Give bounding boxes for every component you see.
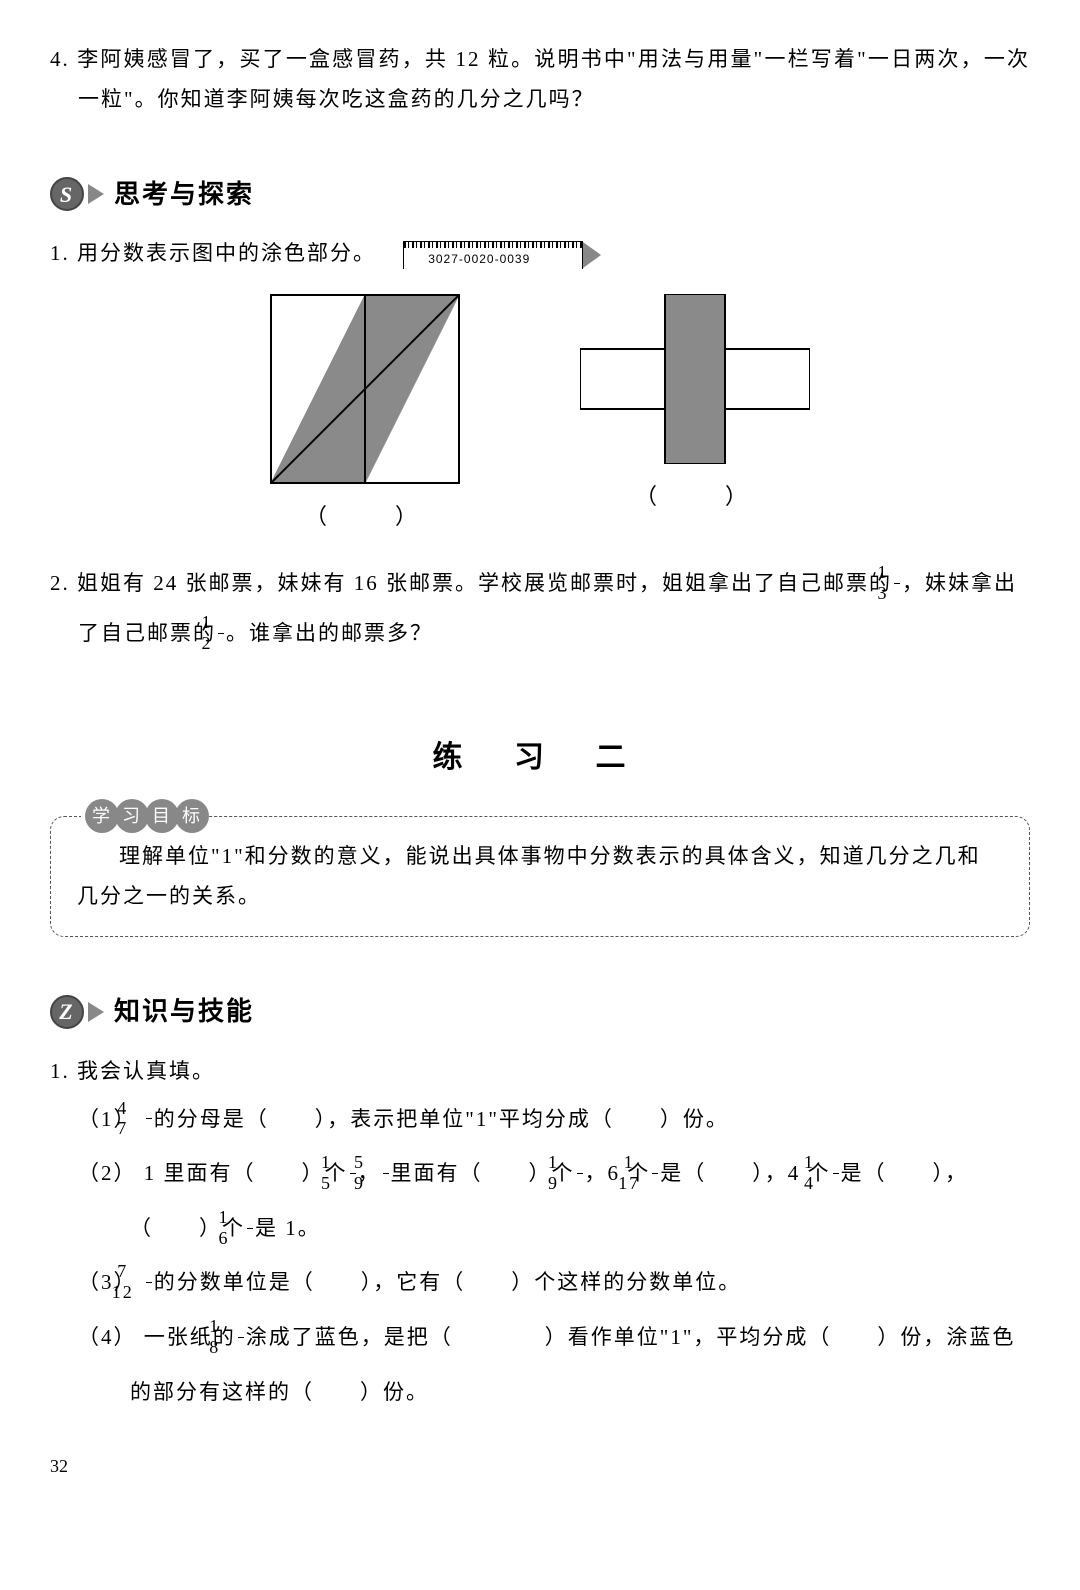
frac-1-6: 16 xyxy=(247,1208,253,1249)
question-s2: 2. 姐姐有 24 张邮票，妹妹有 16 张邮票。学校展览邮票时，姐姐拿出了自己… xyxy=(50,558,1030,659)
z1-header: 1. 我会认真填。 xyxy=(50,1052,1030,1092)
question-4: 4. 李阿姨感冒了，买了一盒感冒药，共 12 粒。说明书中"用法与用量"一栏写着… xyxy=(50,40,1030,120)
s1-num: 1. xyxy=(50,241,70,265)
s1-line: 1. 用分数表示图中的涂色部分。 3027-0020-0039 xyxy=(50,234,1030,274)
z1-2: （2） 1 里面有（ ）个15，59里面有（ ）个19，6 个117是（ ），4… xyxy=(50,1146,1030,1255)
z1-3: （3） 712的分数单位是（ ），它有（ ）个这样的分数单位。 xyxy=(50,1255,1030,1310)
figure-2-svg xyxy=(580,294,810,464)
page-number: 32 xyxy=(50,1449,1030,1483)
barcode-text: 3027-0020-0039 xyxy=(404,248,582,271)
chevron-icon xyxy=(88,184,104,204)
z1-2-c: 里面有（ ）个 xyxy=(391,1161,575,1185)
z1-2-g: 是 1。 xyxy=(255,1216,321,1240)
figure-1-svg xyxy=(270,294,460,484)
goal-tags: 学 习 目 标 xyxy=(81,799,209,833)
section-s-title: 思考与探索 xyxy=(114,170,254,219)
goal-tag-0: 学 xyxy=(85,799,119,833)
z1-2-a: 1 里面有（ ）个 xyxy=(144,1161,348,1185)
s2-post: 。谁拿出的邮票多？ xyxy=(226,621,433,645)
play-arrow-icon xyxy=(583,242,601,268)
section-z-title: 知识与技能 xyxy=(114,987,254,1036)
figures-row: （ ） （ ） xyxy=(50,294,1030,538)
z1-4-a: 一张纸的 xyxy=(144,1325,236,1349)
z1-num: 1. xyxy=(50,1059,70,1083)
z1-4-label: （4） xyxy=(78,1325,137,1349)
z1-text: 我会认真填。 xyxy=(77,1059,215,1083)
frac-5-9: 59 xyxy=(383,1153,389,1194)
s2-num: 2. xyxy=(50,571,70,595)
frac-1-17: 117 xyxy=(652,1153,658,1194)
q4-body: 李阿姨感冒了，买了一盒感冒药，共 12 粒。说明书中"用法与用量"一栏写着"一日… xyxy=(77,47,1030,111)
section-z-header: Z 知识与技能 xyxy=(50,987,1030,1036)
section-s-header: S 思考与探索 xyxy=(50,170,1030,219)
frac-1-8: 18 xyxy=(238,1317,244,1358)
figure-1-blank: （ ） xyxy=(270,496,460,538)
figure-2-blank: （ ） xyxy=(580,476,810,518)
question-s1: 1. 用分数表示图中的涂色部分。 3027-0020-0039 （ ） （ ） xyxy=(50,234,1030,538)
s2-line: 2. 姐姐有 24 张邮票，妹妹有 16 张邮票。学校展览邮票时，姐姐拿出了自己… xyxy=(50,558,1030,659)
figure-1: （ ） xyxy=(270,294,460,538)
figure-2: （ ） xyxy=(580,294,810,538)
s2-pre: 姐姐有 24 张邮票，妹妹有 16 张邮票。学校展览邮票时，姐姐拿出了自己邮票的 xyxy=(77,571,892,595)
barcode-wrap: 3027-0020-0039 xyxy=(403,241,601,269)
s-badge-icon: S xyxy=(50,177,84,211)
frac-1-2: 12 xyxy=(218,613,224,654)
z1-3-t: 的分数单位是（ ），它有（ ）个这样的分数单位。 xyxy=(154,1270,742,1294)
question-4-text: 4. 李阿姨感冒了，买了一盒感冒药，共 12 粒。说明书中"用法与用量"一栏写着… xyxy=(50,40,1030,120)
frac-1-4: 14 xyxy=(833,1153,839,1194)
s1-text: 用分数表示图中的涂色部分。 xyxy=(77,241,376,265)
frac-4-7: 47 xyxy=(146,1099,152,1140)
z1-2-label: （2） xyxy=(78,1161,137,1185)
q4-num: 4. xyxy=(50,47,70,71)
exercise-2-title: 练 习 二 xyxy=(50,729,1030,786)
goal-text: 理解单位"1"和分数的意义，能说出具体事物中分数表示的具体含义，知道几分之几和几… xyxy=(77,837,1003,917)
goal-tag-1: 习 xyxy=(115,799,149,833)
z1-1-t1: 的分母是（ ），表示把单位"1"平均分成（ ）份。 xyxy=(154,1107,729,1131)
frac-7-12: 712 xyxy=(146,1262,152,1303)
frac-1-9: 19 xyxy=(577,1153,583,1194)
goal-tag-3: 标 xyxy=(175,799,209,833)
goal-tag-2: 目 xyxy=(145,799,179,833)
barcode-icon: 3027-0020-0039 xyxy=(403,241,583,269)
z1-1: （1） 47的分母是（ ），表示把单位"1"平均分成（ ）份。 xyxy=(50,1092,1030,1147)
chevron-icon xyxy=(88,1002,104,1022)
learning-goal-box: 学 习 目 标 理解单位"1"和分数的意义，能说出具体事物中分数表示的具体含义，… xyxy=(50,816,1030,938)
z-badge-icon: Z xyxy=(50,995,84,1029)
z1-4-b: 涂成了蓝色，是把（ ）看作单位"1"，平均分成（ ）份，涂蓝色的部分有这样的（ … xyxy=(130,1325,1015,1404)
frac-1-3: 13 xyxy=(894,563,900,604)
z1-4: （4） 一张纸的18涂成了蓝色，是把（ ）看作单位"1"，平均分成（ ）份，涂蓝… xyxy=(50,1310,1030,1419)
